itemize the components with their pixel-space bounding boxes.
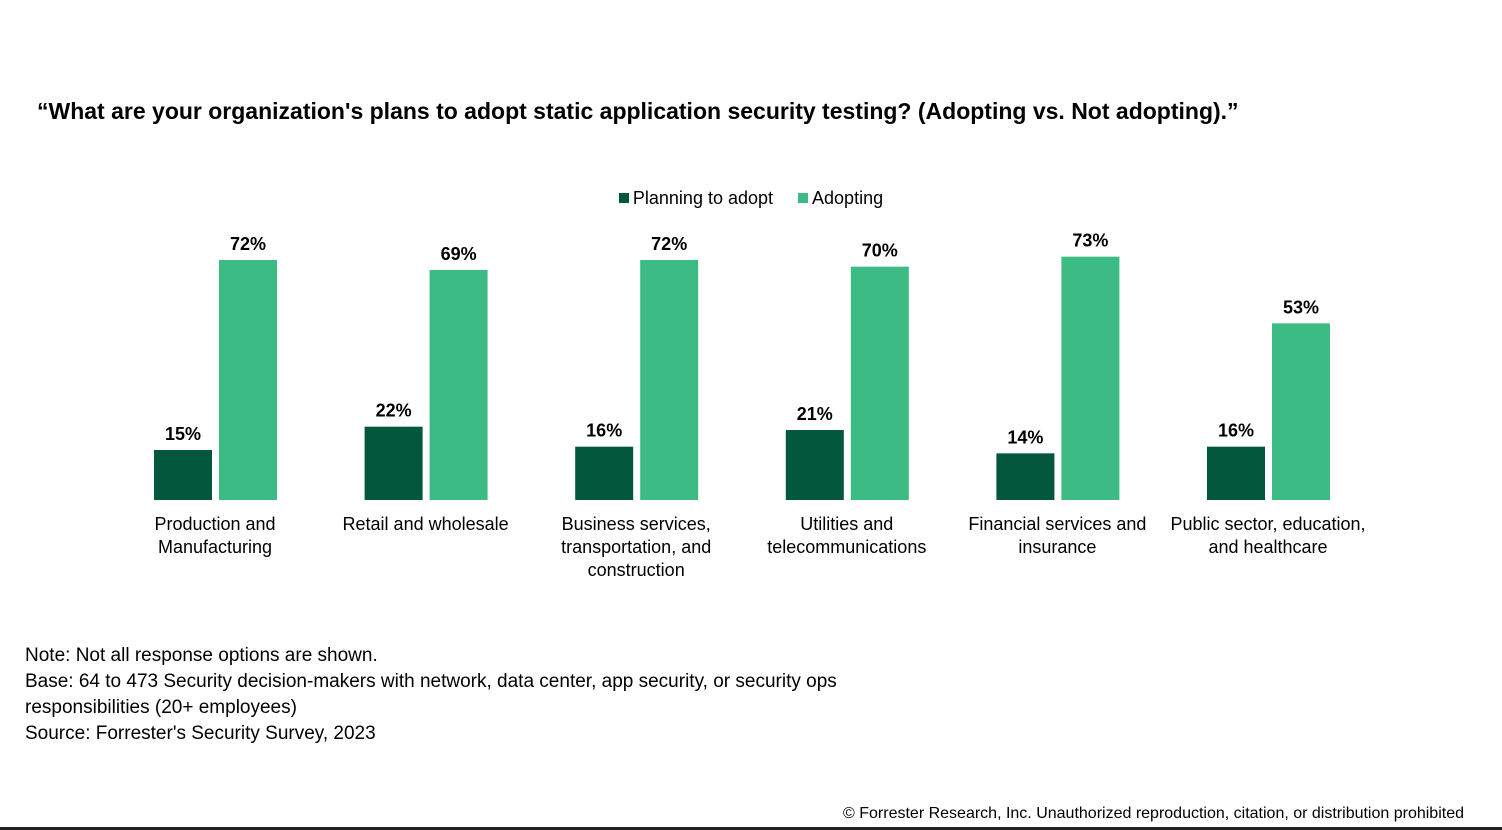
- bar-planning: [996, 453, 1055, 500]
- category-label: Utilities and telecommunications: [767, 514, 927, 557]
- copyright: © Forrester Research, Inc. Unauthorized …: [843, 805, 1464, 822]
- bar-planning: [785, 430, 844, 500]
- legend-label: Planning to adopt: [632, 187, 774, 208]
- data-label: 53%: [1283, 297, 1319, 317]
- data-label: 69%: [441, 244, 477, 264]
- base-line: Base: 64 to 473 Security decision-makers…: [25, 671, 837, 692]
- bar-planning: [154, 450, 212, 500]
- legend-swatch-adopting: [798, 193, 809, 203]
- data-label: 15%: [165, 424, 201, 444]
- note-line: Note: Not all response options are shown…: [25, 645, 378, 666]
- data-label: 14%: [1007, 427, 1043, 447]
- bar-adopting: [1061, 256, 1120, 500]
- category-label: Retail and wholesale: [342, 514, 509, 534]
- bar-chart: 15% 72% 22% 69% 16% 72% 21% 70% 14% 73% 16% 53%: [154, 231, 1330, 500]
- data-label: 21%: [797, 404, 833, 424]
- data-label: 73%: [1072, 231, 1108, 251]
- legend-item-adopting: Adopting: [798, 188, 883, 209]
- bar-planning: [1207, 446, 1265, 500]
- base-line-cont: responsibilities (20+ employees): [25, 697, 297, 718]
- bar-adopting: [429, 270, 488, 500]
- source-line: Source: Forrester's Security Survey, 202…: [25, 723, 376, 744]
- legend: Planning to adopt Adopting: [0, 187, 1502, 209]
- notes: Note: Not all response options are shown…: [25, 643, 837, 747]
- bar-adopting: [1272, 323, 1330, 500]
- data-label: 22%: [376, 401, 412, 421]
- legend-swatch-planning: [618, 193, 629, 203]
- footer-rule: [0, 827, 1502, 830]
- data-label: 72%: [230, 234, 266, 254]
- data-label: 16%: [586, 421, 622, 441]
- bar-planning: [575, 446, 634, 500]
- legend-item-planning: Planning to adopt: [618, 187, 774, 209]
- bar-planning: [364, 426, 423, 500]
- bar-adopting: [219, 260, 277, 500]
- category-label: Public sector, education, and healthcare: [1170, 514, 1366, 557]
- legend-label: Adopting: [812, 187, 884, 208]
- bar-adopting: [850, 266, 909, 500]
- category-label: Business services, transportation, and c…: [561, 514, 712, 580]
- data-label: 72%: [651, 234, 687, 254]
- category-label: Production and Manufacturing: [154, 514, 276, 557]
- bar-adopting: [640, 260, 699, 500]
- chart-title: “What are your organization's plans to a…: [37, 98, 1239, 124]
- data-label: 70%: [862, 241, 898, 261]
- category-label: Financial services and insurance: [968, 514, 1147, 557]
- data-label: 16%: [1218, 421, 1254, 441]
